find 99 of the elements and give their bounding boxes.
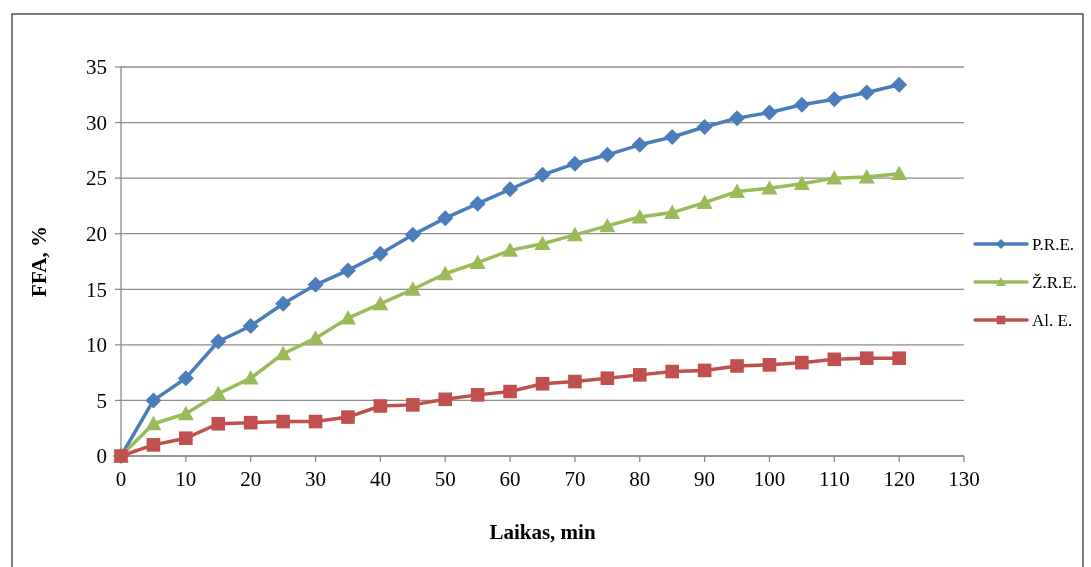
x-tick-label: 110: [818, 467, 850, 491]
y-tick-label: 25: [86, 166, 107, 191]
y-tick-label: 0: [96, 444, 107, 469]
point: [793, 96, 810, 113]
x-tick-label: 100: [753, 467, 786, 491]
point: [826, 170, 843, 185]
point: [339, 262, 356, 279]
point: [469, 195, 486, 212]
point: [275, 345, 292, 361]
point: [502, 181, 519, 198]
legend-label: Ž.R.E.: [1032, 272, 1077, 292]
point: [599, 217, 616, 233]
point: [503, 384, 517, 399]
point: [664, 204, 681, 219]
point: [275, 295, 292, 312]
point: [276, 414, 290, 429]
point: [762, 358, 777, 372]
y-tick-label: 20: [86, 222, 107, 247]
point: [470, 388, 485, 402]
point: [243, 415, 258, 430]
x-tick-label: 40: [369, 467, 391, 491]
point: [406, 398, 420, 412]
point: [339, 310, 356, 325]
point: [827, 352, 842, 367]
point: [372, 295, 389, 311]
point: [892, 351, 906, 365]
y-tick-label: 35: [86, 55, 107, 80]
point: [308, 414, 323, 429]
x-tick-label: 20: [240, 467, 262, 491]
point: [177, 370, 194, 387]
x-tick-label: 30: [305, 467, 327, 491]
point: [729, 183, 746, 198]
point: [404, 226, 421, 243]
point: [146, 438, 161, 452]
point: [437, 265, 454, 281]
x-tick-label: 130: [948, 467, 980, 491]
point: [891, 76, 908, 93]
x-tick-label: 80: [629, 467, 651, 491]
point: [599, 146, 616, 163]
point: [469, 254, 486, 270]
y-axis-title: FFA, %: [27, 226, 51, 297]
x-tick-label: 10: [175, 467, 197, 491]
point: [307, 330, 324, 345]
point: [502, 242, 519, 257]
point: [177, 405, 194, 421]
point: [600, 371, 615, 385]
point: [372, 245, 389, 262]
point: [729, 110, 746, 127]
point: [566, 155, 583, 172]
point: [145, 392, 162, 409]
y-tick-label: 10: [86, 333, 107, 358]
point: [568, 374, 582, 389]
point: [696, 119, 713, 136]
point: [404, 281, 421, 296]
point: [858, 84, 875, 101]
x-tick-label: 120: [883, 467, 915, 491]
point: [858, 169, 875, 184]
point: [793, 175, 810, 191]
point: [566, 226, 583, 242]
y-tick-label: 5: [96, 388, 107, 413]
point: [859, 351, 874, 365]
point: [210, 385, 227, 401]
point: [665, 364, 679, 379]
point: [761, 104, 778, 121]
point: [535, 376, 550, 391]
point: [795, 355, 809, 370]
point: [664, 129, 681, 146]
point: [730, 359, 744, 373]
point: [631, 136, 648, 153]
point: [438, 392, 453, 407]
x-tick-label: 50: [434, 467, 456, 491]
x-axis-title: Laikas, min: [489, 520, 596, 544]
point: [534, 235, 551, 251]
point: [307, 276, 324, 293]
x-tick-label: 60: [499, 467, 521, 491]
point: [145, 415, 162, 431]
point: [632, 368, 647, 382]
point: [761, 180, 778, 195]
x-tick-label: 90: [694, 467, 716, 491]
point: [373, 399, 388, 413]
point: [341, 410, 355, 424]
point: [534, 166, 551, 183]
point: [179, 431, 193, 446]
x-tick-label: 70: [564, 467, 586, 491]
point: [242, 317, 259, 334]
point: [437, 210, 454, 227]
x-tick-label: 0: [115, 467, 127, 491]
point: [242, 370, 259, 385]
legend-label: P.R.E.: [1032, 234, 1075, 254]
legend-label: Al. E.: [1032, 310, 1073, 330]
point: [891, 165, 908, 181]
point: [696, 194, 713, 209]
point: [631, 209, 648, 224]
point: [826, 91, 843, 108]
point: [697, 363, 712, 378]
point: [211, 416, 226, 431]
y-tick-label: 30: [86, 110, 107, 135]
y-tick-label: 15: [86, 277, 107, 302]
point: [210, 333, 227, 350]
